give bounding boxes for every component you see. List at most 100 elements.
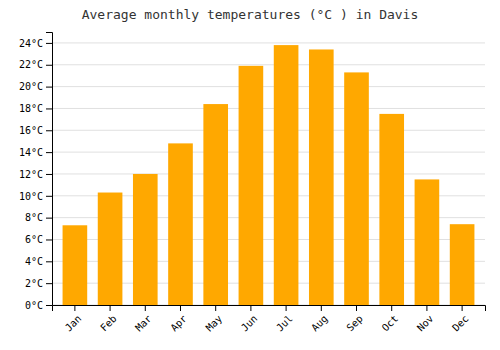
tick-mark [391,305,392,311]
bar [344,72,369,305]
title: Average monthly temperatures (°C ) in Da… [82,7,419,22]
tick: Oct [380,305,401,333]
grid [52,43,485,305]
tick-label: 18°C [19,103,43,114]
tick: Dec [450,305,471,333]
y-axis: 0°C 2°C 4°C 6°C 8°C 10°C 12°C 14°C 16°C 18°C 20°C 2… [19,33,53,311]
tick: 24°C [19,38,52,49]
bar [203,104,228,305]
grid-line [52,86,485,87]
plot: Jan Feb Mar Apr May Jun Jul Aug Sep Oct Nov Dec 0°C 2… [19,33,486,334]
bar [450,224,475,305]
tick-mark [215,305,216,311]
x-axis: Jan Feb Mar Apr May Jun Jul Aug Sep Oct Nov Dec [53,305,486,333]
tick-label: Nov [415,313,436,334]
grid-line [52,130,485,131]
tick-mark [46,261,52,262]
tick-mark [110,305,111,311]
tick-label: Apr [168,313,189,334]
tick-mark [46,130,52,131]
tick: Jun [239,305,260,333]
tick-label: Aug [309,313,330,334]
tick: 14°C [19,147,52,158]
bar [309,49,334,305]
tick-mark [46,196,52,197]
chart: Jan Feb Mar Apr May Jun Jul Aug Sep Oct Nov Dec 0°C 2… [0,0,500,350]
tick: Nov [415,305,436,333]
tick-label: 24°C [19,38,43,49]
tick: Sep [344,305,365,333]
tick-label: Jun [239,313,260,334]
tick: May [204,305,225,333]
bars [63,45,475,305]
tick-label: 16°C [19,125,43,136]
tick: 6°C [25,234,52,245]
bar [63,225,88,305]
tick-mark [286,305,287,311]
tick-label: Dec [450,313,471,334]
tick-mark [46,218,52,219]
tick-mark [46,283,52,284]
grid-line [52,152,485,153]
tick: 16°C [19,125,52,136]
grid-line [52,108,485,109]
tick-label: Oct [380,313,401,334]
tick-label: 14°C [19,147,43,158]
tick: 4°C [25,256,52,267]
tick-mark [356,305,357,311]
tick-label: Sep [344,313,365,334]
bar [274,45,299,305]
tick-mark [462,305,463,311]
bar [379,114,404,305]
tick-label: 6°C [25,234,43,245]
tick: 0°C [25,300,52,311]
tick-label: Mar [133,313,154,334]
tick: Apr [168,305,189,333]
tick: 10°C [19,191,52,202]
tick-mark [46,65,52,66]
bar [415,179,440,305]
tick: 18°C [19,103,52,114]
axis-line [46,33,53,306]
tick-label: 0°C [25,300,43,311]
tick-mark [426,305,427,311]
tick: 8°C [25,212,52,223]
tick: 12°C [19,169,52,180]
tick: Jul [274,305,295,333]
tick-label: 2°C [25,278,43,289]
tick-label: 10°C [19,191,43,202]
tick: Aug [309,305,330,333]
tick-label: May [204,313,225,334]
tick-mark [250,305,251,311]
tick-mark [145,305,146,311]
grid-line [52,64,485,65]
bar [168,143,193,305]
grid-line [52,173,485,174]
tick-label: Jul [274,313,295,334]
tick-mark [46,87,52,88]
axis-line [53,306,486,312]
tick-label: Feb [98,313,119,334]
tick: 22°C [19,59,52,70]
tick-mark [46,108,52,109]
tick-label: 4°C [25,256,43,267]
bar [133,174,158,305]
tick-mark [74,305,75,311]
tick-label: Jan [63,313,84,334]
tick-mark [46,305,52,306]
tick-label: 22°C [19,59,43,70]
tick-mark [46,43,52,44]
tick-label: 8°C [25,212,43,223]
bar [239,66,264,305]
tick: Feb [98,305,119,333]
tick-mark [321,305,322,311]
grid-line [52,42,485,43]
tick-mark [46,174,52,175]
tick: 2°C [25,278,52,289]
bar [98,193,123,305]
tick-label: 12°C [19,169,43,180]
tick-mark [46,239,52,240]
tick: Mar [133,305,154,333]
tick-label: 20°C [19,81,43,92]
tick: Jan [63,305,84,333]
